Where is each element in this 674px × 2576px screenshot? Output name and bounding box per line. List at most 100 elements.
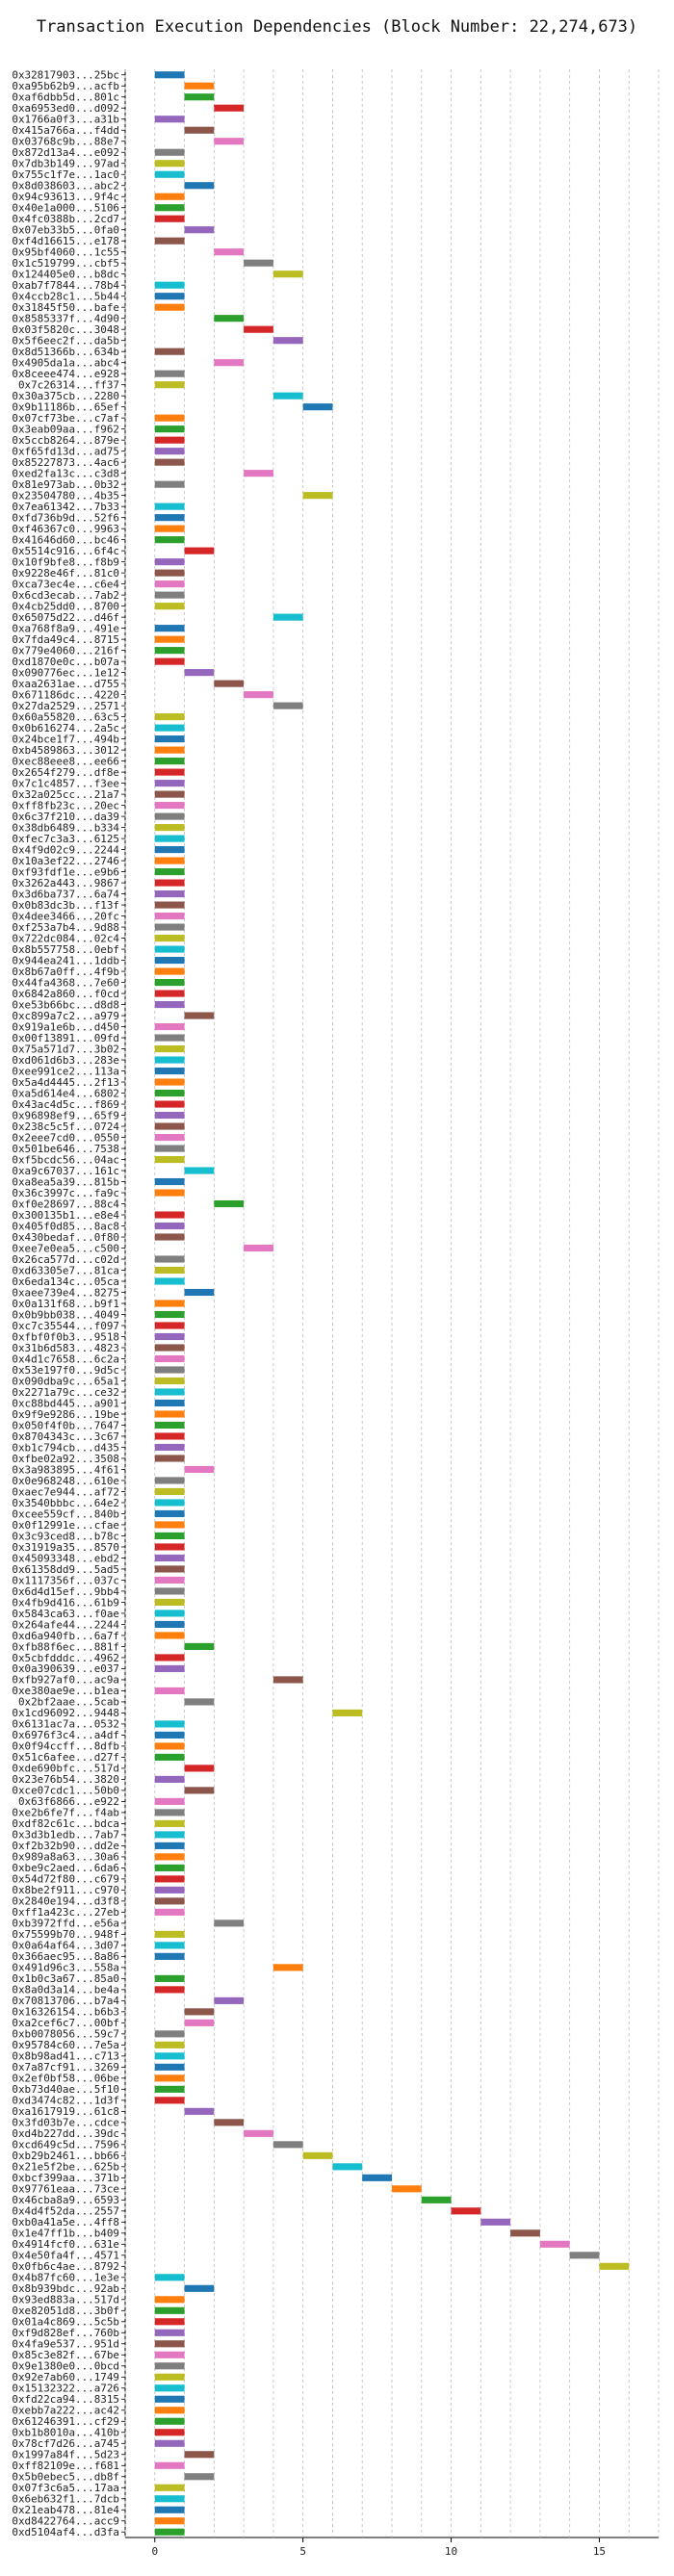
y-tick-label: 0xc899a7c2...a979 xyxy=(12,1010,119,1022)
execution-bar xyxy=(154,1509,185,1518)
execution-bar xyxy=(480,2218,511,2226)
execution-bar xyxy=(214,315,245,322)
execution-bar xyxy=(154,1930,185,1938)
execution-bar xyxy=(154,1133,185,1142)
y-tick-label: 0x4905da1a...abc4 xyxy=(12,357,119,370)
execution-bar xyxy=(154,1610,185,1617)
execution-bar xyxy=(244,259,273,267)
y-tick-label: 0x7c1c4857...f3ee xyxy=(12,777,119,789)
y-tick-label: 0x6842a860...f0cd xyxy=(12,988,119,1000)
execution-bar xyxy=(214,1199,245,1208)
y-tick-label: 0x44fa4368...7e60 xyxy=(12,976,119,989)
y-tick-label: 0x264afe44...2244 xyxy=(12,1618,119,1631)
y-tick-label: 0x6cd3ecab...7ab2 xyxy=(12,589,119,602)
execution-bar xyxy=(154,1942,185,1949)
execution-bar xyxy=(154,979,185,987)
execution-bar xyxy=(184,182,215,190)
execution-bar xyxy=(154,2318,185,2326)
execution-bar xyxy=(302,403,333,411)
y-tick-label: 0x60a55820...63c5 xyxy=(12,710,119,723)
y-tick-label: 0x8b557758...0ebf xyxy=(12,943,119,956)
execution-bar xyxy=(302,2151,333,2159)
y-tick-label: 0x5cbfdddc...4962 xyxy=(12,1652,119,1664)
execution-bar xyxy=(154,1322,185,1329)
y-tick-label: 0x31919a35...8570 xyxy=(12,1541,119,1554)
y-tick-label: 0x31845f50...bafe xyxy=(12,301,119,314)
y-tick-label: 0x40e1a000...5106 xyxy=(12,202,119,215)
execution-bar xyxy=(154,580,185,588)
y-tick-label: 0x0a64af64...3d07 xyxy=(12,1940,119,1952)
execution-bar xyxy=(154,625,185,632)
y-tick-label: 0x51c6afee...d27f xyxy=(12,1751,119,1764)
execution-bar xyxy=(214,359,245,367)
y-tick-label: 0x300135b1...e8e4 xyxy=(12,1209,119,1222)
y-tick-label: 0x9e1380e0...0bcd xyxy=(12,2360,119,2373)
y-tick-label: 0x41646d60...bc46 xyxy=(12,533,119,546)
execution-bar xyxy=(154,1388,185,1396)
execution-bar xyxy=(154,1753,185,1761)
y-tick-label: 0xb3972ffd...e56a xyxy=(12,1918,119,1930)
execution-bar xyxy=(154,1952,185,1960)
y-tick-label: 0x405f0d85...8ac8 xyxy=(12,1220,119,1232)
y-tick-label: 0xaa2631ae...d755 xyxy=(12,678,119,690)
execution-bar xyxy=(154,735,185,743)
y-tick-label: 0xfb88f6ec...881f xyxy=(12,1640,119,1653)
execution-bar xyxy=(184,1765,215,1772)
execution-bar xyxy=(154,2384,185,2392)
execution-bar xyxy=(154,1266,185,1275)
execution-bar xyxy=(154,857,185,864)
execution-bar xyxy=(154,1067,185,1075)
execution-bar xyxy=(154,1211,185,1219)
execution-bar xyxy=(272,2141,303,2149)
y-tick-label: 0xfbe02a92...3508 xyxy=(12,1453,119,1465)
y-tick-label: 0xa95b62b9...acfb xyxy=(12,80,119,92)
execution-bar xyxy=(154,768,185,776)
execution-bar xyxy=(154,1277,185,1285)
y-tick-label: 0x31b6d583...4823 xyxy=(12,1342,119,1354)
execution-bar xyxy=(154,868,185,876)
y-tick-label: 0x5a4d4445...2f13 xyxy=(12,1076,119,1089)
y-tick-label: 0xe53b66bc...d8d8 xyxy=(12,998,119,1011)
y-tick-label: 0x01a4c869...5c5b xyxy=(12,2316,119,2329)
y-tick-label: 0x53e197f0...9d5c xyxy=(12,1364,119,1377)
y-tick-label: 0x54d72f80...c679 xyxy=(12,1873,119,1886)
y-tick-label: 0x238c5c5f...0724 xyxy=(12,1121,119,1133)
y-tick-label: 0x0e968248...610e xyxy=(12,1475,119,1487)
x-tick-label: 0 xyxy=(151,2545,158,2558)
y-tick-label: 0x15132322...a726 xyxy=(12,2383,119,2395)
y-tick-label: 0xf5bcdc56...04ac xyxy=(12,1153,119,1166)
execution-bar xyxy=(184,1288,215,1297)
y-tick-label: 0x7db3b149...97ad xyxy=(12,158,119,170)
execution-bar xyxy=(214,138,245,145)
execution-bar xyxy=(154,957,185,965)
execution-bar xyxy=(451,2207,481,2215)
y-tick-label: 0xb4589863...3012 xyxy=(12,744,119,757)
execution-bar xyxy=(184,1012,215,1019)
y-tick-label: 0x2271a79c...ce32 xyxy=(12,1386,119,1399)
y-tick-label: 0x16326154...b6b3 xyxy=(12,2006,119,2019)
y-tick-label: 0xb73d40ae...5f10 xyxy=(12,2083,119,2096)
y-tick-label: 0xf0e28697...88c4 xyxy=(12,1198,119,1210)
y-tick-label: 0x94c93613...9f4c xyxy=(12,191,119,203)
execution-bar xyxy=(154,2506,185,2513)
execution-bar xyxy=(154,1034,185,1042)
y-tick-label: 0x03768c9b...88e7 xyxy=(12,136,119,148)
execution-bar xyxy=(154,1554,185,1562)
execution-bar xyxy=(154,2097,185,2104)
y-tick-label: 0x10a3ef22...2746 xyxy=(12,855,119,867)
x-tick-label: 5 xyxy=(299,2545,306,2558)
y-tick-label: 0xa6953ed0...d092 xyxy=(12,102,119,115)
execution-bar xyxy=(154,713,185,721)
x-tick-label: 10 xyxy=(445,2545,457,2558)
y-tick-label: 0x1117356f...037c xyxy=(12,1574,119,1586)
y-tick-label: 0x1766a0f3...a31b xyxy=(12,114,119,126)
execution-bar xyxy=(244,1244,273,1252)
execution-bar xyxy=(154,1300,185,1307)
execution-bar xyxy=(272,270,303,278)
y-tick-label: 0x2840e194...d3f8 xyxy=(12,1895,119,1908)
execution-bar xyxy=(154,1543,185,1551)
execution-bar xyxy=(184,2473,215,2481)
y-tick-label: 0x4f9d02c9...2244 xyxy=(12,843,119,856)
y-tick-label: 0x3c93ced8...b78c xyxy=(12,1530,119,1542)
